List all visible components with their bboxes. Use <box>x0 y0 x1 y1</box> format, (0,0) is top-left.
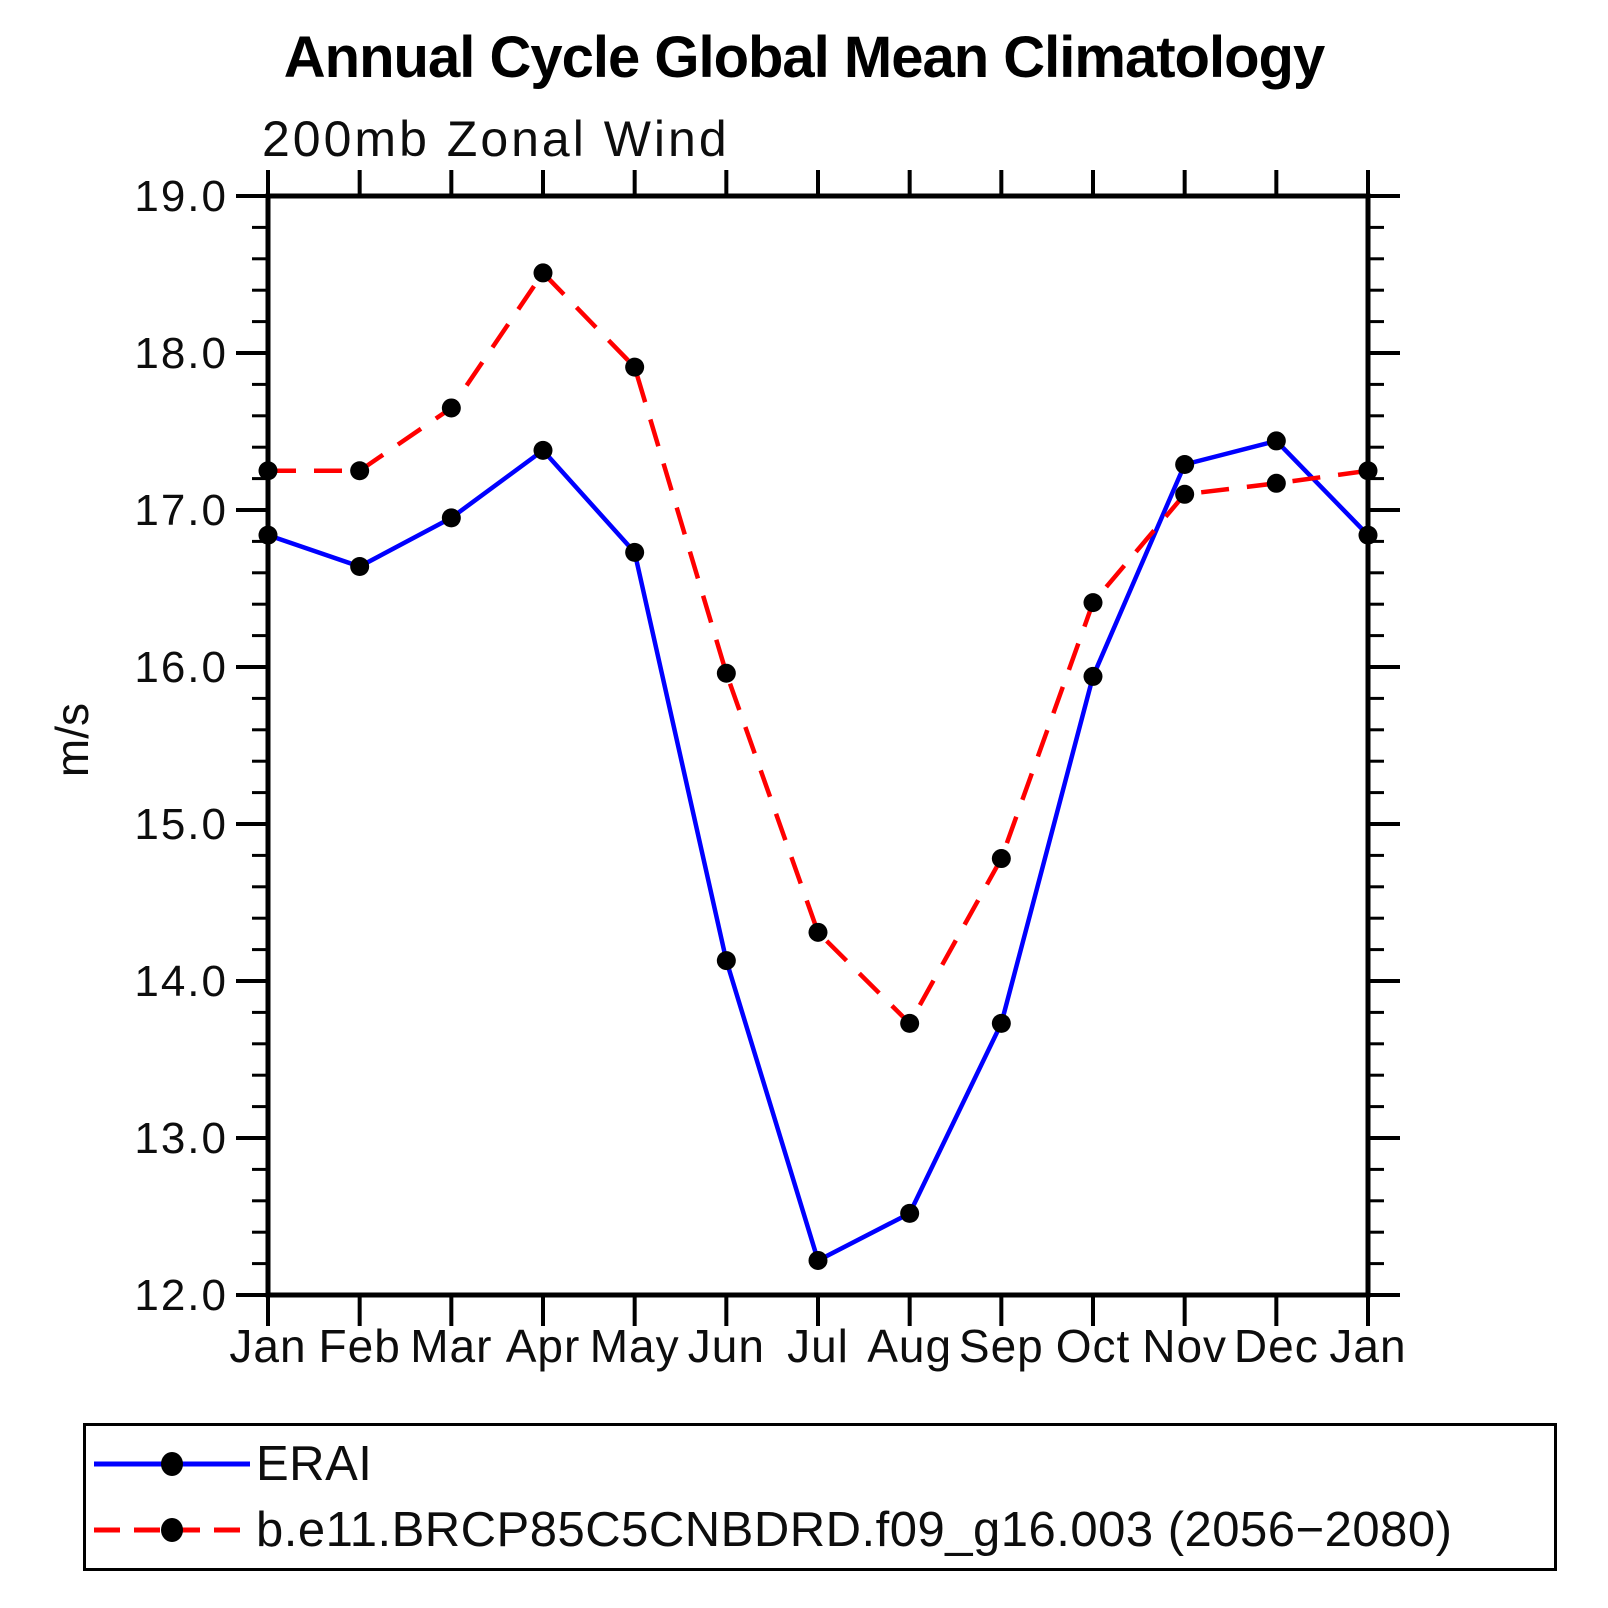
data-point-marker <box>533 440 553 460</box>
data-point-marker <box>716 951 736 971</box>
data-point-marker <box>900 1203 920 1223</box>
data-point-marker <box>350 461 370 481</box>
model-line <box>268 269 1369 1028</box>
data-point-marker <box>441 398 461 418</box>
data-point-marker <box>1266 473 1286 493</box>
series-path <box>267 438 1370 1264</box>
data-point-marker <box>441 508 461 528</box>
legend-item-erai: ERAI <box>90 1437 372 1491</box>
series-path <box>268 269 1369 1028</box>
erai-line <box>267 438 1370 1264</box>
x-tick-label: Dec <box>1234 1320 1319 1372</box>
x-tick-label: Jan <box>1329 1320 1406 1372</box>
x-tick-label: Jan <box>229 1320 306 1372</box>
y-tick-label: 18.0 <box>134 329 228 378</box>
data-point-marker <box>1083 593 1103 613</box>
data-point-marker <box>1083 666 1103 686</box>
x-tick-label: Nov <box>1142 1320 1227 1372</box>
data-point-marker <box>900 1013 920 1033</box>
data-point-marker <box>716 663 736 683</box>
x-tick-label: Sep <box>959 1320 1044 1372</box>
data-point-marker <box>1175 454 1195 474</box>
data-point-marker <box>991 1013 1011 1033</box>
legend-marker-icon <box>161 1518 183 1542</box>
erai-legend-label: ERAI <box>256 1437 373 1491</box>
erai-legend-swatch <box>94 1452 250 1476</box>
axes <box>236 170 1400 1326</box>
model-legend-label: b.e11.BRCP85C5CNBDRD.f09_g16.003 (2056−2… <box>256 1503 1453 1557</box>
axis-frame <box>265 193 1371 1298</box>
y-tick-label: 15.0 <box>134 800 228 849</box>
data-point-marker <box>625 542 645 562</box>
x-tick-label: Jul <box>787 1320 849 1372</box>
data-point-marker <box>991 849 1011 869</box>
legend: ERAI b.e11.BRCP85C5CNBDRD.f09_g16.003 (2… <box>83 1423 1557 1571</box>
data-point-markers <box>258 263 1378 1270</box>
x-tick-label: Oct <box>1056 1320 1131 1372</box>
data-point-marker <box>1266 431 1286 451</box>
model-legend-swatch <box>94 1518 250 1542</box>
data-point-marker <box>1175 484 1195 504</box>
data-point-marker <box>625 357 645 377</box>
legend-marker-icon <box>161 1452 183 1476</box>
y-tick-label: 14.0 <box>134 957 228 1006</box>
data-point-marker <box>1358 525 1378 545</box>
data-point-marker <box>808 1250 828 1270</box>
data-point-marker <box>258 461 278 481</box>
data-point-marker <box>1358 461 1378 481</box>
y-tick-label: 16.0 <box>134 643 228 692</box>
x-tick-label: Apr <box>506 1320 581 1372</box>
x-tick-label: Aug <box>867 1320 952 1372</box>
x-tick-label: May <box>590 1320 680 1372</box>
chart-title: Annual Cycle Global Mean Climatology <box>283 25 1325 90</box>
y-tick-label: 13.0 <box>134 1114 228 1163</box>
data-point-marker <box>350 557 370 577</box>
legend-item-model: b.e11.BRCP85C5CNBDRD.f09_g16.003 (2056−2… <box>90 1503 1452 1557</box>
y-tick-label: 19.0 <box>134 172 228 221</box>
x-tick-label: Jun <box>688 1320 765 1372</box>
x-tick-label: Mar <box>410 1320 492 1372</box>
y-tick-label: 12.0 <box>134 1271 228 1320</box>
x-tick-label: Feb <box>319 1320 401 1372</box>
data-point-marker <box>258 525 278 545</box>
chart-subtitle: 200mb Zonal Wind <box>262 111 730 167</box>
data-point-marker <box>808 922 828 942</box>
data-point-marker <box>533 263 553 283</box>
y-tick-label: 17.0 <box>134 486 228 535</box>
